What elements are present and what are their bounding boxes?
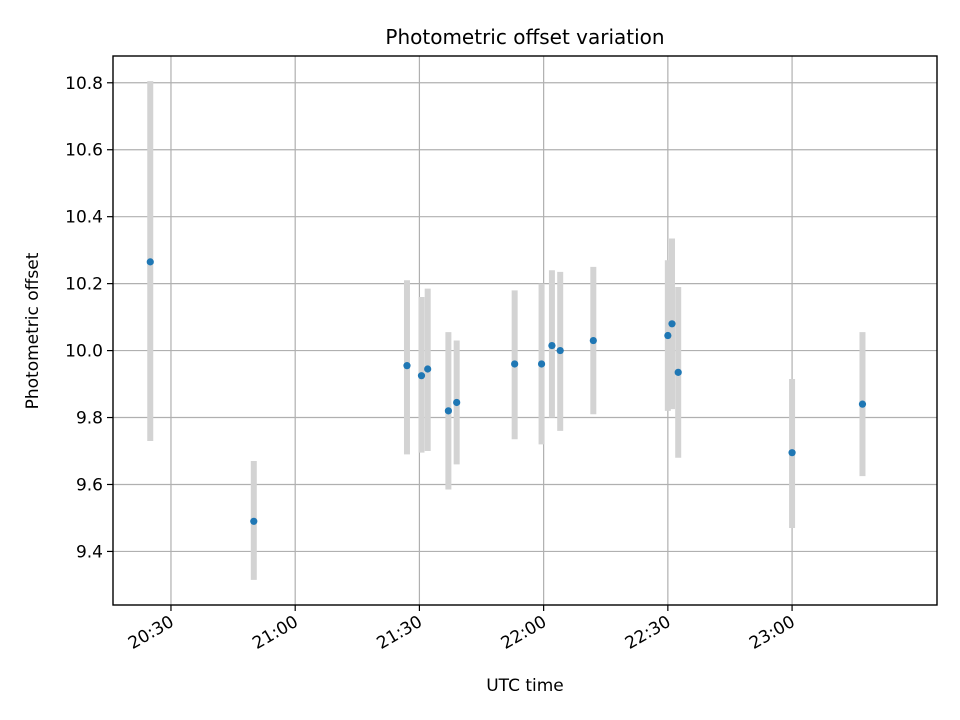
data-point bbox=[548, 341, 556, 350]
x-axis-label: UTC time bbox=[486, 676, 564, 696]
y-tick-label: 10.0 bbox=[65, 342, 103, 362]
data-point bbox=[424, 365, 432, 373]
data-point bbox=[556, 346, 564, 355]
y-axis-ticks: 9.4 9.6 9.8 10.0 10.2 10.4 10.6 10.8 bbox=[65, 74, 113, 562]
data-point bbox=[788, 449, 796, 457]
y-tick-label: 9.4 bbox=[76, 542, 103, 562]
data-points bbox=[146, 258, 867, 525]
x-tick-label: 21:00 bbox=[249, 612, 301, 654]
y-tick-label: 10.2 bbox=[65, 275, 103, 295]
data-point bbox=[858, 400, 867, 408]
x-tick-label: 22:00 bbox=[498, 612, 550, 654]
x-axis-ticks: 20:30 21:00 21:30 22:00 22:30 23:00 bbox=[125, 605, 799, 654]
chart-title: Photometric offset variation bbox=[385, 25, 664, 49]
x-tick-label: 21:30 bbox=[373, 612, 425, 654]
data-point bbox=[417, 372, 426, 380]
grid bbox=[113, 56, 937, 605]
data-point bbox=[511, 360, 519, 368]
y-tick-label: 9.6 bbox=[76, 475, 103, 495]
data-point bbox=[444, 407, 452, 415]
x-tick-label: 20:30 bbox=[125, 612, 177, 654]
data-point bbox=[589, 336, 597, 345]
data-point bbox=[453, 398, 461, 407]
error-bars bbox=[147, 81, 866, 580]
data-point bbox=[664, 331, 672, 340]
data-point bbox=[146, 258, 154, 266]
data-point bbox=[674, 368, 682, 376]
y-axis-label: Photometric offset bbox=[23, 252, 43, 409]
y-tick-label: 10.8 bbox=[65, 74, 103, 94]
x-tick-label: 23:00 bbox=[746, 612, 798, 654]
data-point bbox=[250, 517, 258, 525]
y-tick-label: 10.4 bbox=[65, 208, 103, 228]
plot-frame bbox=[112, 55, 938, 606]
data-point bbox=[403, 362, 411, 370]
y-tick-label: 10.6 bbox=[65, 141, 103, 161]
x-tick-label: 22:30 bbox=[622, 612, 674, 654]
y-tick-label: 9.8 bbox=[76, 409, 103, 429]
data-point bbox=[668, 320, 676, 328]
data-point bbox=[537, 360, 546, 368]
